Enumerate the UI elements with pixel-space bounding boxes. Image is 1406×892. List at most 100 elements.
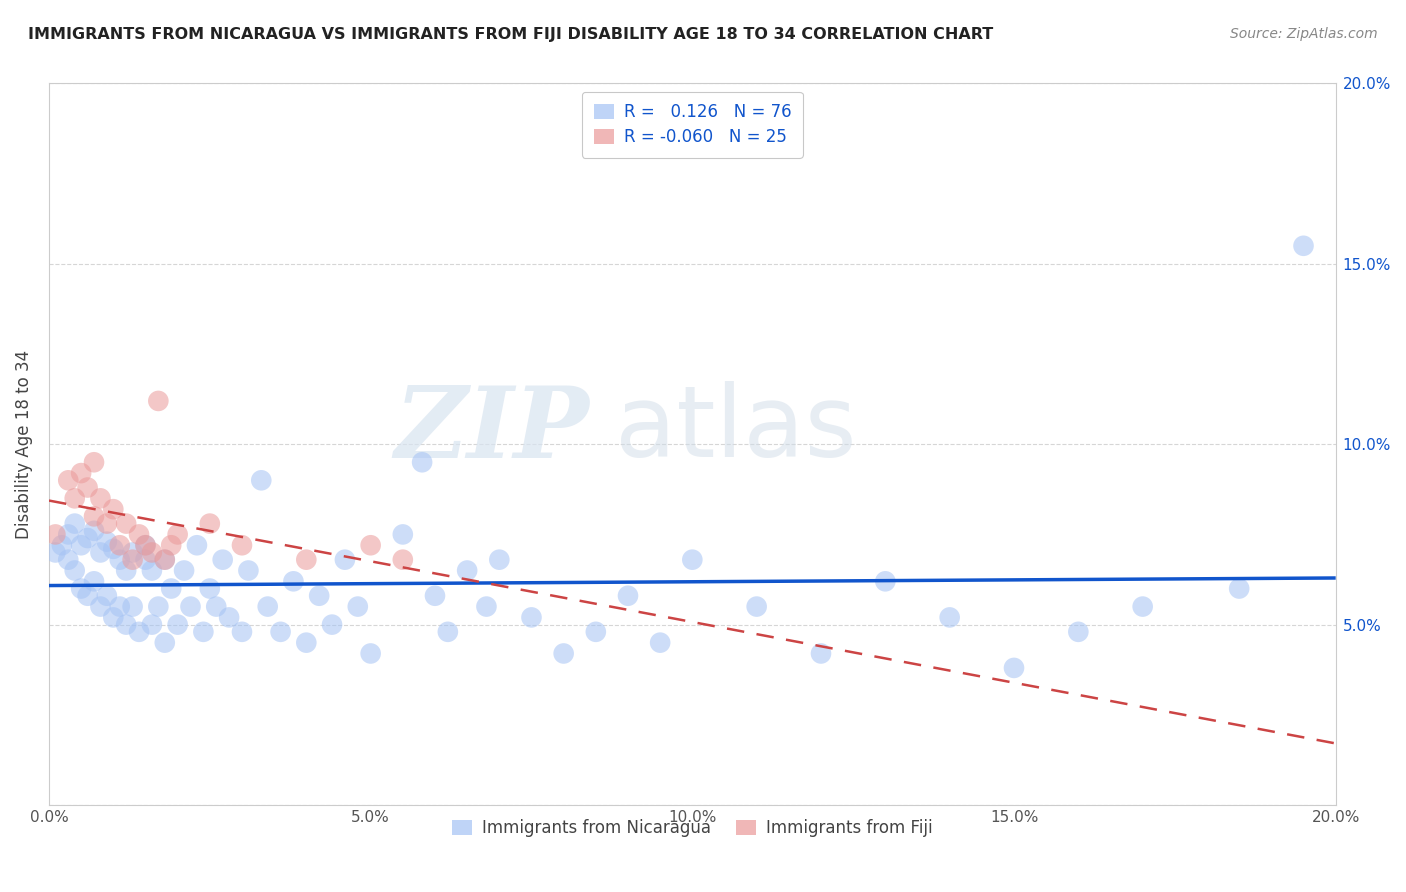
Point xyxy=(250,473,273,487)
Point xyxy=(108,552,131,566)
Point xyxy=(121,599,143,614)
Point xyxy=(148,599,170,614)
Point xyxy=(141,545,163,559)
Point xyxy=(96,534,118,549)
Point xyxy=(63,491,86,506)
Point xyxy=(333,552,356,566)
Point xyxy=(270,624,292,639)
Point xyxy=(103,541,125,556)
Point xyxy=(1292,239,1315,253)
Point xyxy=(148,393,170,408)
Point xyxy=(205,599,228,614)
Point xyxy=(63,516,86,531)
Text: ZIP: ZIP xyxy=(395,382,589,478)
Point xyxy=(810,647,832,661)
Point xyxy=(89,491,111,506)
Point xyxy=(1002,661,1025,675)
Point xyxy=(83,509,105,524)
Point xyxy=(58,527,80,541)
Point xyxy=(96,589,118,603)
Point xyxy=(1067,624,1090,639)
Point xyxy=(423,589,446,603)
Point xyxy=(63,564,86,578)
Point xyxy=(89,545,111,559)
Point xyxy=(360,538,382,552)
Point xyxy=(70,466,93,480)
Point xyxy=(153,635,176,649)
Point xyxy=(238,564,260,578)
Point xyxy=(411,455,433,469)
Point xyxy=(115,564,138,578)
Point xyxy=(295,635,318,649)
Point xyxy=(475,599,498,614)
Point xyxy=(128,624,150,639)
Point xyxy=(283,574,305,589)
Point xyxy=(346,599,368,614)
Point xyxy=(58,473,80,487)
Point xyxy=(153,552,176,566)
Point xyxy=(115,617,138,632)
Point xyxy=(83,455,105,469)
Point xyxy=(198,582,221,596)
Point xyxy=(76,481,98,495)
Point xyxy=(553,647,575,661)
Point xyxy=(211,552,233,566)
Point xyxy=(520,610,543,624)
Point xyxy=(193,624,215,639)
Point xyxy=(585,624,607,639)
Point xyxy=(89,599,111,614)
Point xyxy=(617,589,640,603)
Point xyxy=(160,582,183,596)
Text: Source: ZipAtlas.com: Source: ZipAtlas.com xyxy=(1230,27,1378,41)
Point xyxy=(76,589,98,603)
Point xyxy=(83,574,105,589)
Point xyxy=(360,647,382,661)
Point xyxy=(295,552,318,566)
Point xyxy=(103,610,125,624)
Point xyxy=(96,516,118,531)
Point xyxy=(134,552,156,566)
Point xyxy=(218,610,240,624)
Point xyxy=(391,527,413,541)
Point xyxy=(44,545,66,559)
Point xyxy=(488,552,510,566)
Point xyxy=(134,538,156,552)
Y-axis label: Disability Age 18 to 34: Disability Age 18 to 34 xyxy=(15,350,32,539)
Text: IMMIGRANTS FROM NICARAGUA VS IMMIGRANTS FROM FIJI DISABILITY AGE 18 TO 34 CORREL: IMMIGRANTS FROM NICARAGUA VS IMMIGRANTS … xyxy=(28,27,994,42)
Point xyxy=(256,599,278,614)
Point xyxy=(308,589,330,603)
Point xyxy=(115,516,138,531)
Point xyxy=(103,502,125,516)
Point xyxy=(321,617,343,632)
Point xyxy=(121,552,143,566)
Point xyxy=(58,552,80,566)
Point xyxy=(437,624,460,639)
Point xyxy=(1132,599,1154,614)
Point xyxy=(70,538,93,552)
Point xyxy=(875,574,897,589)
Point xyxy=(108,599,131,614)
Point xyxy=(179,599,201,614)
Point xyxy=(166,527,188,541)
Text: atlas: atlas xyxy=(614,381,856,478)
Point xyxy=(108,538,131,552)
Point xyxy=(141,617,163,632)
Legend: Immigrants from Nicaragua, Immigrants from Fiji: Immigrants from Nicaragua, Immigrants fr… xyxy=(446,813,939,844)
Point xyxy=(44,527,66,541)
Point xyxy=(51,538,73,552)
Point xyxy=(173,564,195,578)
Point xyxy=(76,531,98,545)
Point xyxy=(166,617,188,632)
Point xyxy=(391,552,413,566)
Point xyxy=(198,516,221,531)
Point xyxy=(121,545,143,559)
Point xyxy=(141,564,163,578)
Point xyxy=(681,552,703,566)
Point xyxy=(650,635,672,649)
Point xyxy=(160,538,183,552)
Point xyxy=(83,524,105,538)
Point xyxy=(128,527,150,541)
Point xyxy=(231,538,253,552)
Point xyxy=(186,538,208,552)
Point xyxy=(153,552,176,566)
